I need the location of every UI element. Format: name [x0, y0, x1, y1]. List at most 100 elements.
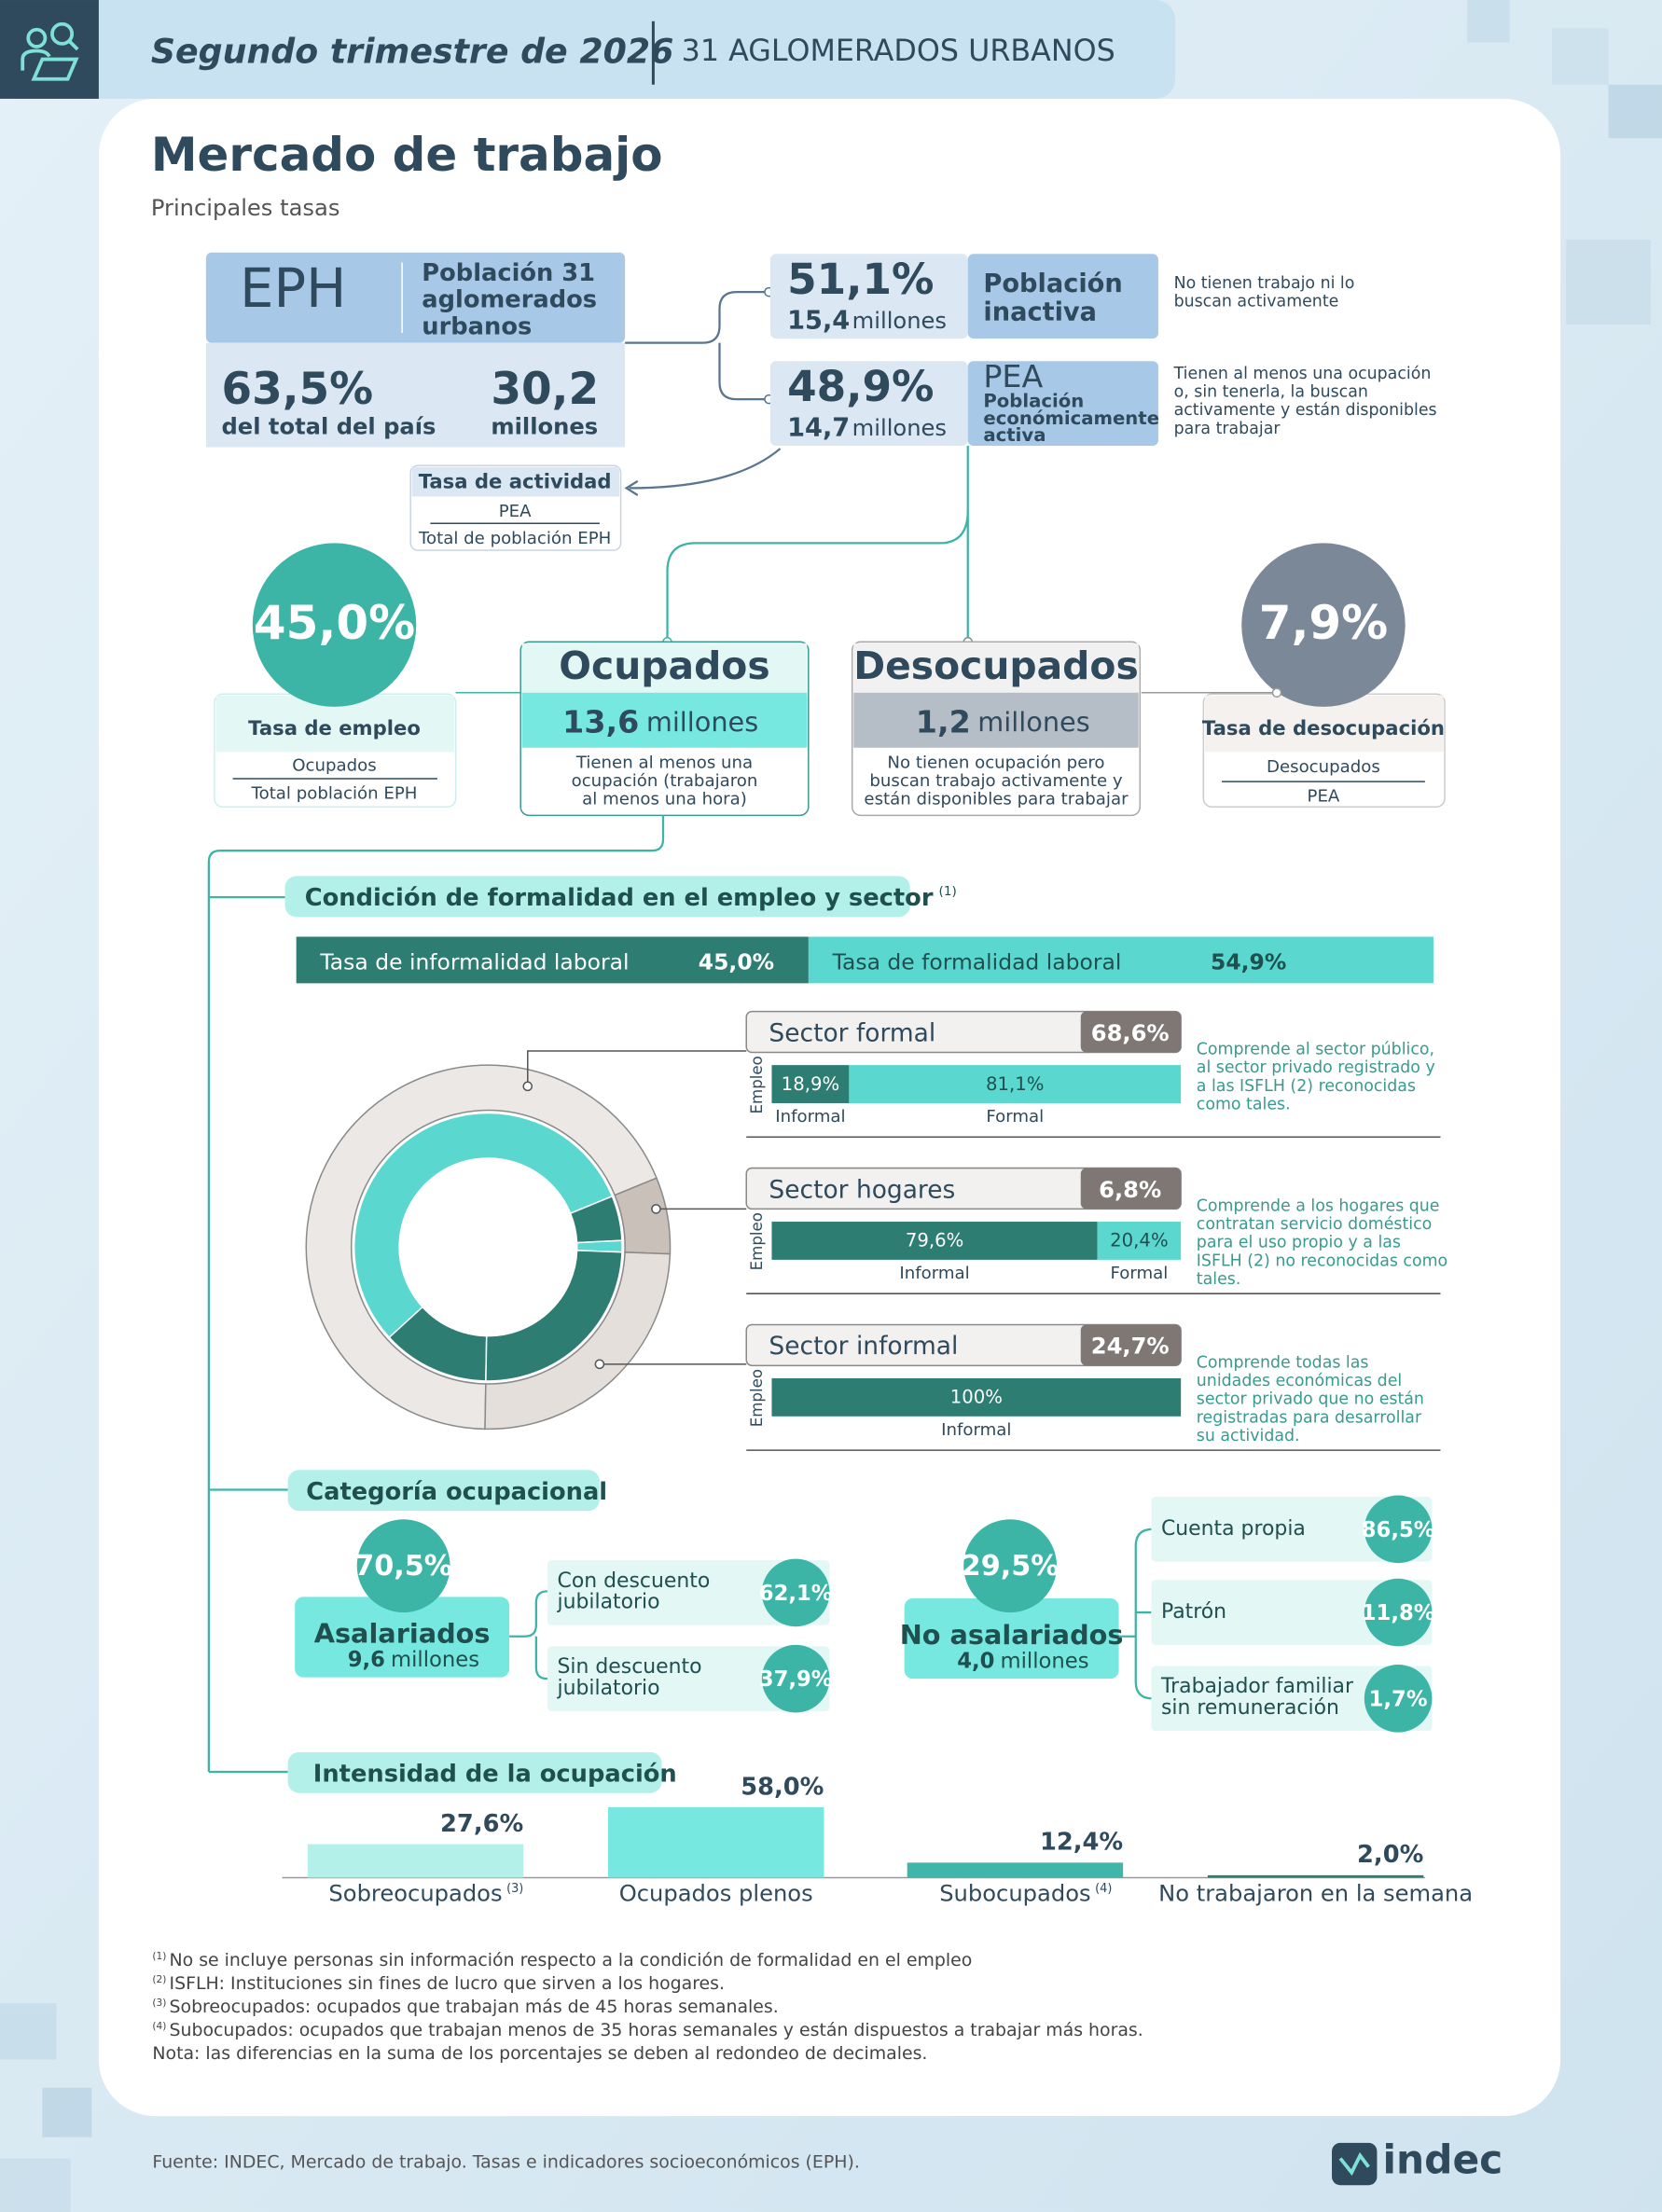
leader-line	[527, 1050, 747, 1086]
activity-rate-box	[411, 466, 620, 497]
population: 4,0	[957, 1650, 994, 1674]
category-box	[904, 1597, 1119, 1680]
sector-description: para el uso propio y a las	[1197, 1234, 1401, 1252]
connector-dot	[1271, 687, 1282, 698]
category-rate: 29,5%	[962, 1550, 1060, 1583]
population: 15,4	[787, 306, 850, 335]
subcategory-circle	[1364, 1665, 1433, 1733]
unemployment-rate-circle	[1241, 543, 1406, 707]
eph-share: 63,5%	[221, 364, 373, 415]
page-title: Mercado de trabajo	[151, 128, 663, 182]
header-band	[0, 0, 1157, 57]
sector-value: 24,7%	[1091, 1334, 1170, 1360]
footnote: Subocupados: ocupados que trabajan menos…	[170, 2020, 1143, 2040]
employment-category: Formal	[986, 1107, 1044, 1127]
footnote: No se incluye personas sin información r…	[170, 1950, 973, 1970]
section-header	[284, 876, 910, 918]
source: Fuente: INDEC, Mercado de trabajo. Tasas…	[152, 2152, 859, 2173]
unemployed-box	[853, 692, 1139, 748]
description: o, sin tenerla, la buscan	[1174, 383, 1368, 402]
note-marker: (4)	[1095, 1882, 1112, 1896]
description: Tienen al menos una ocupación	[1173, 365, 1432, 383]
subcategory-circle	[761, 1558, 830, 1627]
employment-bar	[1097, 1222, 1182, 1260]
numerator: Ocupados	[292, 755, 376, 775]
employment-axis-label: Empleo	[748, 1212, 766, 1270]
section-header	[287, 1470, 600, 1512]
subcategory-circle	[761, 1644, 830, 1713]
intensity-category: Subocupados	[939, 1881, 1090, 1907]
intensity-value: 2,0%	[1357, 1841, 1423, 1869]
description: buscan activamente	[1174, 293, 1339, 311]
employment-bar	[771, 1377, 1182, 1417]
sector-description: Comprende todas las	[1197, 1353, 1369, 1372]
employment-value: 20,4%	[1110, 1230, 1168, 1251]
pea-abbr: PEA	[983, 358, 1043, 394]
denominator: PEA	[1308, 787, 1340, 807]
eph-caption: del total del país	[221, 413, 436, 439]
category-rate-circle	[963, 1519, 1058, 1613]
subcategory-rate: 11,8%	[1362, 1601, 1435, 1625]
formality-label: Tasa de informalidad laboral	[319, 949, 629, 975]
intensity-value: 27,6%	[440, 1810, 523, 1838]
sector-name: Sector formal	[769, 1018, 935, 1047]
subcategory-label: Patrón	[1161, 1600, 1226, 1624]
activity-rate-label: Tasa de actividad	[419, 469, 612, 492]
description: No tienen ocupación pero	[887, 753, 1104, 772]
denominator: Total de población EPH	[418, 529, 611, 548]
subcategory-box	[1151, 1580, 1433, 1645]
eph-description: Población 31	[422, 259, 595, 287]
footnote-marker: (2)	[152, 1974, 166, 1985]
leader-dot	[522, 1081, 533, 1092]
section-header	[287, 1751, 662, 1793]
sector-value-box	[1080, 1168, 1182, 1210]
sector-description: sector privado que no están	[1197, 1390, 1424, 1409]
description: Tienen al menos una	[575, 753, 753, 772]
employment-axis-label: Empleo	[748, 1056, 766, 1113]
active-label: económicamente	[983, 408, 1159, 429]
intensity-bar	[307, 1844, 524, 1878]
intensity-bar	[907, 1862, 1124, 1878]
employment-bar	[849, 1065, 1182, 1103]
employment-category: Informal	[899, 1264, 969, 1283]
unit: millones	[852, 415, 947, 441]
leader-dot	[651, 1204, 661, 1214]
unemployed-title: Desocupados	[853, 643, 1139, 688]
footnote: Sobreocupados: ocupados que trabajan más…	[170, 1997, 779, 2017]
population: 1,2	[916, 704, 971, 740]
employment-value: 79,6%	[906, 1230, 963, 1251]
formality-value: 54,9%	[1211, 949, 1286, 975]
subcategory-label: Con descuento	[558, 1569, 711, 1593]
employment-category: Formal	[1110, 1264, 1168, 1283]
employment-rate: 45,0%	[254, 596, 415, 650]
intensity-bar	[607, 1807, 824, 1878]
description: están disponibles para trabajar	[864, 790, 1129, 809]
subcategory-label: sin remuneración	[1161, 1696, 1339, 1720]
logo-icon	[1338, 2151, 1370, 2177]
formality-value: 45,0%	[699, 949, 774, 975]
sector-description: a las ISFLH (2) reconocidas	[1197, 1077, 1416, 1096]
population: 13,6	[562, 704, 639, 740]
active-box	[769, 361, 968, 447]
employment-category: Informal	[941, 1420, 1011, 1440]
description: activamente y están disponibles	[1174, 401, 1437, 420]
formality-bar	[296, 936, 809, 984]
category-rate-circle	[356, 1519, 450, 1613]
unit: millones	[391, 1648, 479, 1672]
arrow-head	[624, 479, 639, 496]
denominator: Total población EPH	[251, 784, 418, 804]
header-icon-box	[0, 0, 99, 99]
header-icon	[21, 21, 79, 81]
employment-bar	[771, 1222, 1098, 1260]
inactive-label: Población	[983, 270, 1122, 298]
intensity-bar	[1207, 1874, 1424, 1878]
footnote-marker: (4)	[152, 2021, 166, 2032]
unit: millones	[852, 308, 947, 334]
active-label: Población	[983, 391, 1084, 412]
rate-label: Tasa de empleo	[248, 716, 421, 740]
eph-label: EPH	[240, 257, 346, 320]
sector-description: Comprende al sector público,	[1197, 1040, 1434, 1058]
employment-value: 18,9%	[782, 1073, 839, 1095]
employment-value: 81,1%	[986, 1073, 1044, 1095]
